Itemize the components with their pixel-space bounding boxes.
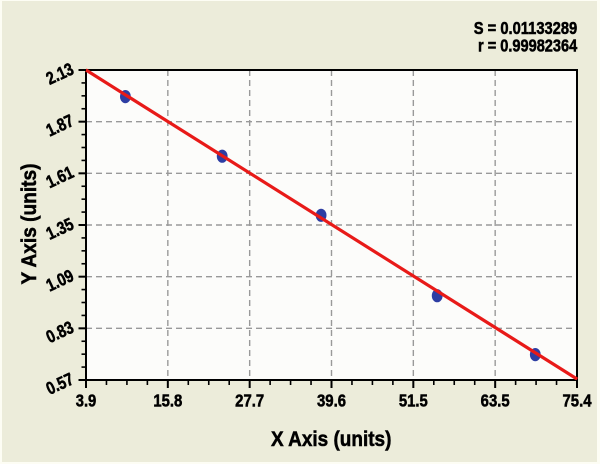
svg-text:51.5: 51.5: [399, 390, 428, 410]
svg-text:63.5: 63.5: [481, 390, 510, 410]
svg-text:27.7: 27.7: [235, 390, 264, 410]
svg-text:1.61: 1.61: [43, 162, 77, 192]
svg-text:3.9: 3.9: [76, 390, 97, 410]
svg-text:15.8: 15.8: [153, 390, 182, 410]
svg-text:75.4: 75.4: [563, 390, 592, 410]
svg-text:0.57: 0.57: [43, 369, 77, 399]
svg-text:S = 0.01133289: S = 0.01133289: [474, 18, 578, 38]
svg-text:1.87: 1.87: [43, 110, 77, 140]
svg-text:1.09: 1.09: [43, 265, 77, 295]
svg-text:r = 0.99982364: r = 0.99982364: [478, 36, 577, 56]
svg-text:39.6: 39.6: [317, 390, 346, 410]
svg-text:Y Axis (units): Y Axis (units): [17, 164, 41, 285]
svg-text:1.35: 1.35: [43, 214, 77, 244]
svg-text:2.13: 2.13: [43, 59, 77, 89]
svg-text:0.83: 0.83: [43, 317, 77, 347]
svg-text:X Axis (units): X Axis (units): [271, 427, 392, 451]
